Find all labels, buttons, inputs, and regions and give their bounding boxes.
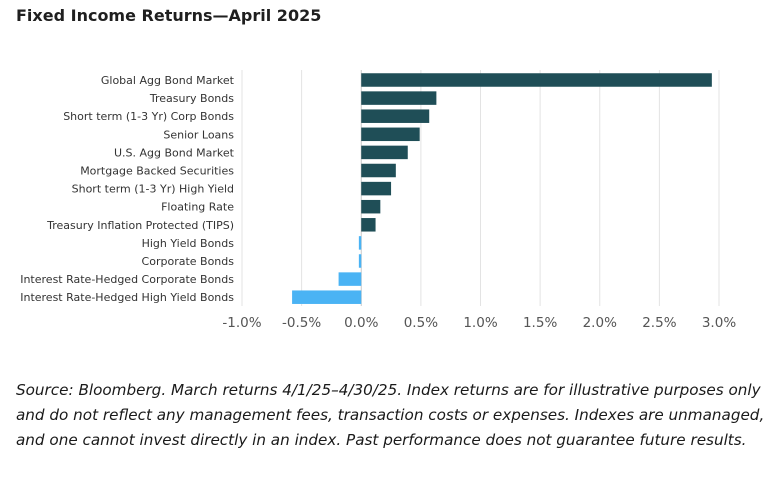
category-label: Mortgage Backed Securities	[80, 165, 234, 178]
bar	[361, 127, 420, 142]
x-tick-label: 2.0%	[583, 315, 617, 331]
bar-chart: Global Agg Bond Market Treasury Bonds Shor…	[20, 70, 736, 331]
bar	[361, 145, 408, 160]
x-tick-label: 3.0%	[702, 315, 736, 331]
x-tick-label: 1.0%	[463, 315, 497, 331]
category-label: Floating Rate	[161, 201, 234, 214]
x-tick-label: 1.5%	[523, 315, 557, 331]
bar	[361, 109, 430, 123]
category-label: Global Agg Bond Market	[101, 74, 235, 87]
category-label: Interest Rate-Hedged Corporate Bonds	[20, 273, 234, 286]
x-tick-label: 0.0%	[344, 315, 378, 331]
bar	[361, 199, 381, 214]
x-tick-label: -0.5%	[282, 315, 321, 331]
bar	[338, 272, 362, 286]
category-label: Senior Loans	[163, 128, 234, 141]
category-label: Short term (1-3 Yr) High Yield	[72, 183, 234, 196]
x-tick-label: 0.5%	[404, 315, 438, 331]
x-tick-label: -1.0%	[222, 315, 261, 331]
x-tick-label: 2.5%	[642, 315, 676, 331]
bar	[358, 254, 362, 268]
bar	[361, 163, 396, 178]
category-label: U.S. Agg Bond Market	[114, 146, 235, 159]
chart-title: Fixed Income Returns—April 2025	[16, 6, 322, 25]
category-label: Short term (1-3 Yr) Corp Bonds	[63, 110, 234, 123]
category-label: Interest Rate-Hedged High Yield Bonds	[20, 291, 234, 304]
x-axis-ticks: -1.0% -0.5% 0.0% 0.5% 1.0% 1.5% 2.0% 2.5% 3.0%	[222, 315, 736, 331]
bar	[292, 290, 362, 304]
grid-lines	[241, 70, 720, 306]
category-label: Corporate Bonds	[142, 255, 235, 268]
category-label: High Yield Bonds	[142, 237, 235, 250]
bar	[361, 218, 376, 232]
bar	[361, 73, 712, 87]
category-label: Treasury Bonds	[149, 92, 234, 105]
bar	[361, 181, 392, 196]
category-labels: Global Agg Bond Market Treasury Bonds Shor…	[20, 74, 234, 304]
bar	[361, 91, 437, 105]
category-label: Treasury Inflation Protected (TIPS)	[46, 219, 234, 232]
bar	[358, 236, 362, 250]
source-note: Source: Bloomberg. March returns 4/1/25–…	[16, 381, 765, 449]
bars	[292, 73, 712, 304]
